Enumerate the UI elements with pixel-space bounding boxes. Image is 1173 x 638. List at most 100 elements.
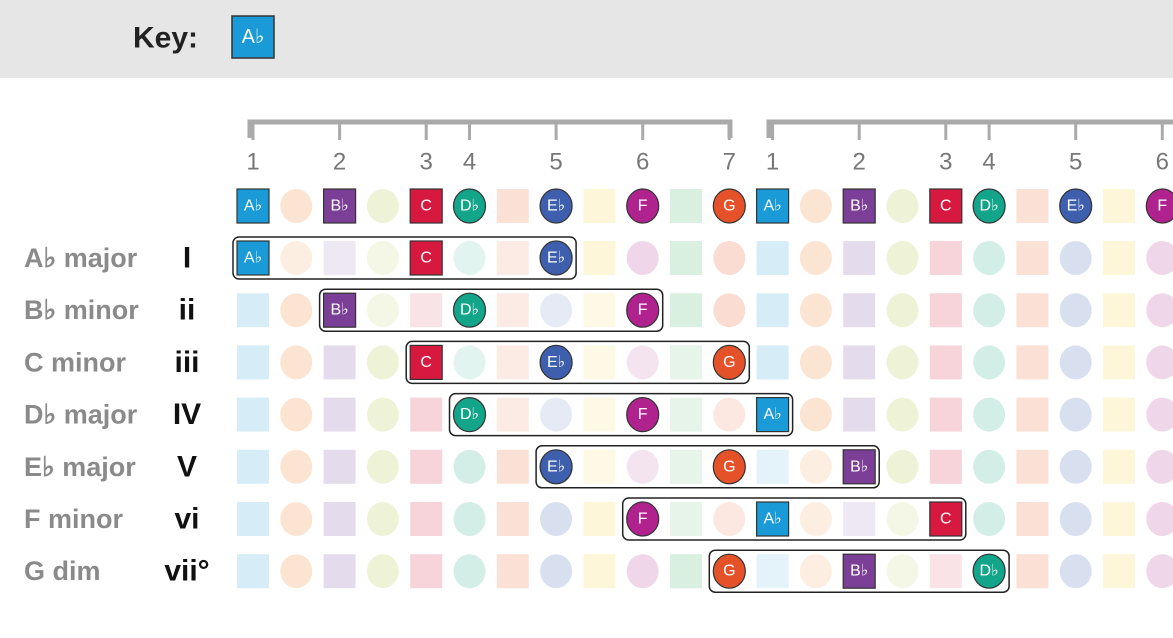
faded-note xyxy=(886,449,919,484)
faded-note xyxy=(496,345,529,380)
chord-numeral: V xyxy=(177,450,197,483)
faded-note xyxy=(280,554,313,589)
faded-note xyxy=(410,397,443,432)
faded-note xyxy=(1016,554,1049,589)
faded-note xyxy=(713,293,746,328)
chord-frame xyxy=(448,392,794,437)
faded-note xyxy=(583,345,616,380)
faded-note xyxy=(1103,397,1135,432)
note-label: D♭ xyxy=(460,198,479,215)
note xyxy=(755,188,790,224)
note-label: G xyxy=(723,563,735,580)
faded-note xyxy=(973,241,1006,275)
note xyxy=(929,188,963,224)
note xyxy=(972,553,1006,589)
chord-name: F minor xyxy=(24,504,123,534)
note xyxy=(755,501,790,537)
faded-note xyxy=(670,397,702,432)
faded-note xyxy=(973,502,1006,536)
faded-note xyxy=(410,449,443,484)
faded-note xyxy=(453,554,486,589)
faded-note xyxy=(756,345,789,380)
note-label: E♭ xyxy=(547,458,565,475)
note xyxy=(929,501,963,537)
faded-note xyxy=(670,449,702,484)
faded-note xyxy=(1103,345,1135,380)
faded-note xyxy=(237,554,269,589)
note xyxy=(409,188,443,224)
faded-note xyxy=(756,293,789,328)
faded-note xyxy=(843,502,876,536)
faded-note xyxy=(670,189,702,223)
faded-note xyxy=(496,502,529,536)
faded-note xyxy=(1016,397,1049,432)
faded-note xyxy=(973,293,1006,328)
chord-name: C minor xyxy=(24,347,126,377)
faded-note xyxy=(756,449,789,484)
degree-number: 7 xyxy=(723,149,736,176)
note xyxy=(712,449,746,485)
faded-note xyxy=(843,397,876,432)
note xyxy=(755,397,790,433)
faded-note xyxy=(799,502,832,536)
chord-numeral: IV xyxy=(173,398,201,431)
faded-note xyxy=(280,502,313,536)
faded-note xyxy=(366,502,399,536)
note xyxy=(626,501,660,537)
key-note: A♭ xyxy=(242,26,265,48)
faded-note xyxy=(366,554,399,589)
note xyxy=(236,188,270,224)
faded-note xyxy=(1146,397,1173,432)
faded-note xyxy=(323,554,356,589)
faded-note xyxy=(1103,241,1135,275)
note-label: E♭ xyxy=(547,354,565,371)
note-label: C xyxy=(940,198,952,215)
faded-note xyxy=(929,241,962,275)
faded-note xyxy=(670,554,702,589)
faded-note xyxy=(799,345,832,380)
faded-note xyxy=(1103,189,1135,223)
note xyxy=(539,240,573,276)
faded-note xyxy=(237,293,269,328)
faded-note xyxy=(366,241,399,275)
faded-note xyxy=(886,241,919,275)
faded-note xyxy=(756,241,789,275)
chord-frame xyxy=(405,340,751,385)
note-label: C xyxy=(420,354,432,371)
faded-note xyxy=(453,502,486,536)
faded-note xyxy=(670,293,702,328)
faded-note xyxy=(713,241,746,275)
note-label: G xyxy=(723,198,735,215)
key-label: Key: xyxy=(133,22,198,55)
chord-numeral: iii xyxy=(174,346,199,379)
faded-note xyxy=(1059,449,1092,484)
note xyxy=(626,397,660,433)
note-label: C xyxy=(940,511,952,528)
faded-note xyxy=(540,293,573,328)
note-label: F xyxy=(638,198,648,215)
faded-note xyxy=(1146,449,1173,484)
degree-number: 5 xyxy=(549,149,562,176)
faded-note xyxy=(410,293,443,328)
faded-note xyxy=(1059,293,1092,328)
faded-note xyxy=(799,241,832,275)
note xyxy=(842,553,876,589)
note xyxy=(539,344,573,380)
faded-note xyxy=(323,345,356,380)
note-label: B♭ xyxy=(850,198,868,215)
faded-note xyxy=(670,502,702,536)
faded-note xyxy=(366,397,399,432)
faded-note xyxy=(1016,449,1049,484)
note xyxy=(626,292,660,328)
faded-note xyxy=(1016,189,1049,223)
note xyxy=(1145,188,1173,224)
faded-note xyxy=(237,345,269,380)
faded-note xyxy=(886,502,919,536)
faded-note xyxy=(886,293,919,328)
note xyxy=(409,240,443,276)
degree-number: 4 xyxy=(982,149,995,176)
degree-number: 3 xyxy=(420,149,433,176)
faded-note xyxy=(323,502,356,536)
note-label: E♭ xyxy=(1067,198,1085,215)
chord-numeral: I xyxy=(183,242,191,275)
